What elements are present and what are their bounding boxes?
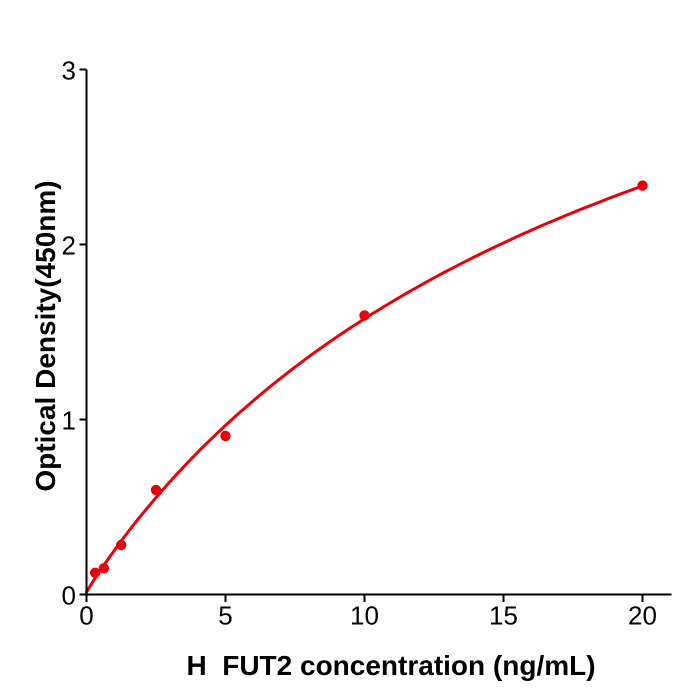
svg-text:5: 5 bbox=[218, 601, 232, 631]
svg-text:0: 0 bbox=[62, 581, 76, 611]
svg-text:1: 1 bbox=[62, 406, 76, 436]
svg-text:0: 0 bbox=[79, 601, 93, 631]
svg-text:2: 2 bbox=[62, 231, 76, 261]
svg-text:3: 3 bbox=[62, 56, 76, 86]
svg-text:20: 20 bbox=[628, 601, 657, 631]
svg-text:Optical Density(450nm): Optical Density(450nm) bbox=[30, 180, 61, 491]
svg-text:15: 15 bbox=[489, 601, 518, 631]
svg-text:H FUT2 concentration (ng/mL): H FUT2 concentration (ng/mL) bbox=[186, 650, 595, 681]
svg-text:10: 10 bbox=[350, 601, 379, 631]
